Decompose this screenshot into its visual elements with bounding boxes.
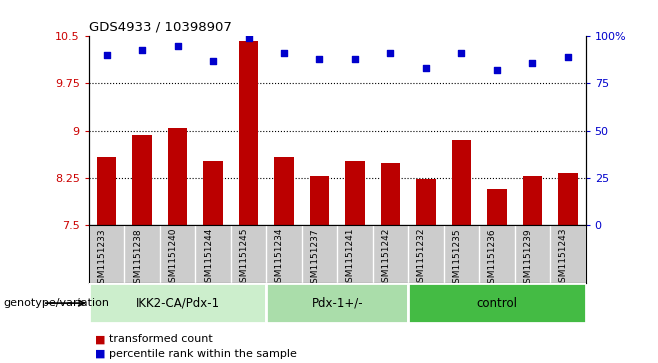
Bar — [310, 176, 329, 225]
Bar — [381, 163, 400, 225]
Point — [315, 56, 325, 62]
Text: GSM1151244: GSM1151244 — [204, 228, 213, 288]
Text: GSM1151243: GSM1151243 — [559, 228, 568, 289]
Point — [492, 68, 502, 73]
Point — [563, 54, 573, 60]
Point — [101, 52, 112, 58]
Bar — [408, 283, 586, 323]
Text: IKK2-CA/Pdx-1: IKK2-CA/Pdx-1 — [136, 297, 220, 310]
Bar — [89, 283, 266, 323]
Bar — [132, 135, 152, 225]
Text: GSM1151238: GSM1151238 — [133, 228, 142, 289]
Text: ■: ■ — [95, 349, 106, 359]
Point — [172, 43, 183, 49]
Point — [208, 58, 218, 64]
Bar — [558, 174, 578, 225]
Point — [385, 50, 395, 56]
Bar — [274, 157, 293, 225]
Point — [137, 46, 147, 52]
Bar — [168, 127, 188, 225]
Point — [279, 50, 290, 56]
Text: Pdx-1+/-: Pdx-1+/- — [311, 297, 363, 310]
Bar — [522, 176, 542, 225]
Text: GSM1151241: GSM1151241 — [346, 228, 355, 289]
Text: genotype/variation: genotype/variation — [3, 298, 109, 308]
Text: GSM1151235: GSM1151235 — [453, 228, 461, 289]
Text: ■: ■ — [95, 334, 106, 344]
Bar — [345, 161, 365, 225]
Text: GSM1151240: GSM1151240 — [168, 228, 178, 289]
Text: GDS4933 / 10398907: GDS4933 / 10398907 — [89, 21, 232, 34]
Text: GSM1151245: GSM1151245 — [240, 228, 249, 289]
Bar — [203, 161, 223, 225]
Point — [420, 65, 431, 71]
Bar — [487, 188, 507, 225]
Text: GSM1151232: GSM1151232 — [417, 228, 426, 289]
Text: GSM1151233: GSM1151233 — [97, 228, 107, 289]
Bar — [451, 140, 471, 225]
Text: control: control — [476, 297, 517, 310]
Point — [243, 35, 254, 41]
Text: percentile rank within the sample: percentile rank within the sample — [109, 349, 297, 359]
Text: GSM1151239: GSM1151239 — [523, 228, 532, 289]
Point — [456, 50, 467, 56]
Bar — [266, 283, 408, 323]
Bar — [416, 179, 436, 225]
Point — [349, 56, 360, 62]
Text: GSM1151236: GSM1151236 — [488, 228, 497, 289]
Point — [527, 60, 538, 66]
Text: GSM1151234: GSM1151234 — [275, 228, 284, 289]
Text: transformed count: transformed count — [109, 334, 213, 344]
Text: GSM1151242: GSM1151242 — [382, 228, 390, 288]
Bar — [239, 41, 259, 225]
Bar — [97, 157, 116, 225]
Text: GSM1151237: GSM1151237 — [311, 228, 320, 289]
